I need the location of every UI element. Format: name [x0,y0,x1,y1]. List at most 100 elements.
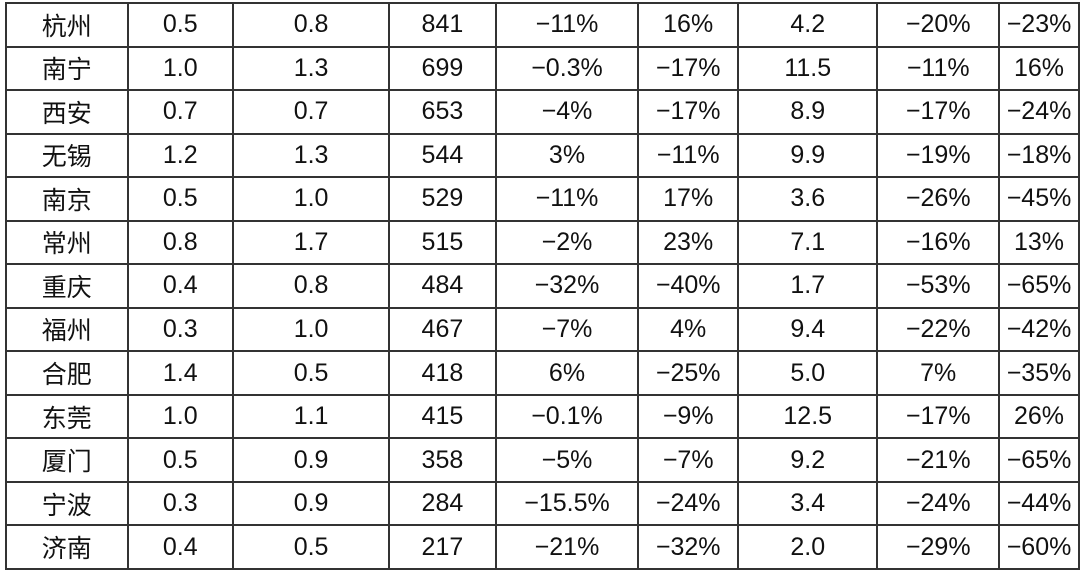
value-cell: −26% [876,176,1001,222]
city-cell: 福州 [5,306,129,353]
value-cell: −5% [494,437,640,483]
value-cell: −45% [998,176,1080,222]
value-cell: 529 [388,176,497,222]
value-cell: 0.5 [231,524,391,570]
value-cell: −32% [637,524,740,570]
value-cell: −42% [998,306,1080,353]
value-cell: 16% [637,2,740,48]
city-cell: 东莞 [5,393,129,440]
value-cell: −29% [876,524,1001,570]
table-row: 常州 0.8 1.7 515 −2% 23% 7.1 −16% 13% [5,219,1080,266]
table-row: 杭州 0.5 0.8 841 −11% 16% 4.2 −20% −23% [5,2,1080,48]
value-cell: 841 [388,2,497,48]
value-cell: −44% [998,480,1080,527]
value-cell: −11% [494,2,640,48]
value-cell: 0.8 [231,2,391,48]
table-row: 南京 0.5 1.0 529 −11% 17% 3.6 −26% −45% [5,176,1080,222]
value-cell: −11% [876,45,1001,92]
value-cell: −9% [637,393,740,440]
value-cell: −0.1% [494,393,640,440]
value-cell: 1.2 [126,132,234,179]
value-cell: −53% [876,263,1001,309]
value-cell: 1.3 [231,45,391,92]
value-cell: −23% [998,2,1080,48]
value-cell: 484 [388,263,497,309]
value-cell: 1.7 [737,263,879,309]
value-cell: −18% [998,132,1080,179]
value-cell: 0.8 [231,263,391,309]
value-cell: 6% [494,350,640,396]
city-cell: 常州 [5,219,129,266]
value-cell: 467 [388,306,497,353]
value-cell: 1.7 [231,219,391,266]
city-cell: 厦门 [5,437,129,483]
table-row: 福州 0.3 1.0 467 −7% 4% 9.4 −22% −42% [5,306,1080,353]
city-cell: 西安 [5,89,129,135]
value-cell: 0.5 [126,437,234,483]
value-cell: 3.6 [737,176,879,222]
city-cell: 杭州 [5,2,129,48]
value-cell: −16% [876,219,1001,266]
value-cell: 0.9 [231,480,391,527]
city-cell: 重庆 [5,263,129,309]
table-row: 南宁 1.0 1.3 699 −0.3% −17% 11.5 −11% 16% [5,45,1080,92]
value-cell: 1.4 [126,350,234,396]
value-cell: 358 [388,437,497,483]
value-cell: −25% [637,350,740,396]
value-cell: −15.5% [494,480,640,527]
city-cell: 南宁 [5,45,129,92]
city-cell: 南京 [5,176,129,222]
value-cell: −7% [637,437,740,483]
value-cell: 12.5 [737,393,879,440]
value-cell: 0.4 [126,524,234,570]
value-cell: −2% [494,219,640,266]
value-cell: 284 [388,480,497,527]
value-cell: −21% [494,524,640,570]
value-cell: 11.5 [737,45,879,92]
value-cell: 418 [388,350,497,396]
value-cell: 0.3 [126,306,234,353]
value-cell: 2.0 [737,524,879,570]
table-row: 无锡 1.2 1.3 544 3% −11% 9.9 −19% −18% [5,132,1080,179]
value-cell: 415 [388,393,497,440]
value-cell: 1.0 [231,176,391,222]
value-cell: −22% [876,306,1001,353]
value-cell: 4.2 [737,2,879,48]
value-cell: 0.5 [126,176,234,222]
value-cell: 544 [388,132,497,179]
value-cell: −20% [876,2,1001,48]
value-cell: 9.4 [737,306,879,353]
value-cell: −17% [637,89,740,135]
value-cell: 3.4 [737,480,879,527]
value-cell: 7% [876,350,1001,396]
value-cell: 0.7 [126,89,234,135]
value-cell: 217 [388,524,497,570]
value-cell: 0.5 [126,2,234,48]
value-cell: 1.0 [126,393,234,440]
value-cell: 0.7 [231,89,391,135]
table-row: 厦门 0.5 0.9 358 −5% −7% 9.2 −21% −65% [5,437,1080,483]
table-row: 合肥 1.4 0.5 418 6% −25% 5.0 7% −35% [5,350,1080,396]
value-cell: 13% [998,219,1080,266]
value-cell: 1.3 [231,132,391,179]
value-cell: −11% [637,132,740,179]
value-cell: −24% [998,89,1080,135]
table-body: 杭州 0.5 0.8 841 −11% 16% 4.2 −20% −23% 南宁 1.0 1.3 699… [5,2,1080,570]
value-cell: −17% [876,89,1001,135]
value-cell: 515 [388,219,497,266]
value-cell: 653 [388,89,497,135]
value-cell: −40% [637,263,740,309]
city-cell: 济南 [5,524,129,570]
value-cell: 5.0 [737,350,879,396]
table-row: 宁波 0.3 0.9 284 −15.5% −24% 3.4 −24% −44% [5,480,1080,527]
value-cell: 0.4 [126,263,234,309]
value-cell: 0.5 [231,350,391,396]
city-cell: 无锡 [5,132,129,179]
value-cell: −7% [494,306,640,353]
value-cell: −4% [494,89,640,135]
value-cell: 0.3 [126,480,234,527]
value-cell: 9.2 [737,437,879,483]
value-cell: 23% [637,219,740,266]
value-cell: −17% [876,393,1001,440]
value-cell: 9.9 [737,132,879,179]
